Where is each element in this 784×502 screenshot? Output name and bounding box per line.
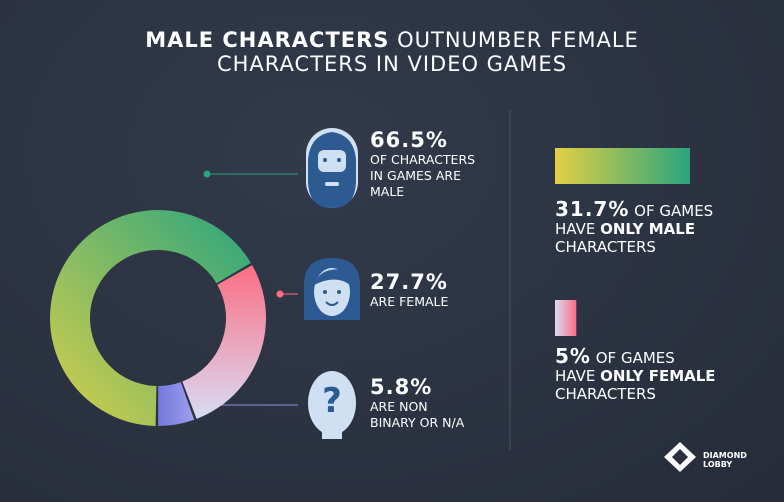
description-line: ARE FEMALE [370, 294, 449, 309]
note-line: 31.7% OF GAMES [555, 197, 714, 221]
title-rest: OUTNUMBER FEMALE [397, 28, 639, 52]
note-line: HAVE ONLY MALE [555, 220, 713, 238]
note-line: HAVE ONLY FEMALE [555, 367, 716, 385]
female-icon [304, 258, 360, 320]
title: MALE CHARACTERS OUTNUMBER FEMALE CHARACTE… [0, 28, 784, 76]
bar [555, 148, 691, 184]
segment-description: ARE NON BINARY OR N/A [370, 399, 464, 431]
description-line: ARE NON [370, 399, 428, 414]
value-label: 31.7% [555, 197, 630, 221]
donut-segment [158, 382, 195, 426]
note-bold: ONLY FEMALE [600, 367, 716, 385]
segment-description: OF CHARACTERS IN GAMES ARE MALE [370, 152, 475, 200]
description-line: OF CHARACTERS [370, 152, 476, 167]
segment-description: ARE FEMALE [370, 294, 448, 310]
logo-mark [664, 442, 696, 472]
logo: DIAMOND LOBBY [703, 451, 747, 469]
bar-note: 5% OF GAMES HAVE ONLY FEMALE CHARACTERS [555, 344, 716, 403]
note-text: HAVE [555, 367, 596, 385]
description-line: BINARY OR N/A [370, 415, 465, 430]
note-bold: ONLY MALE [600, 220, 696, 238]
value-label: 5% [555, 344, 591, 368]
callout-dot [203, 170, 211, 178]
logo-line: DIAMOND [703, 451, 747, 460]
value-label: 5.8% [370, 375, 433, 399]
bar [555, 300, 577, 336]
note-text: OF GAMES [634, 202, 714, 220]
male-icon [306, 128, 358, 208]
bar-note: 31.7% OF GAMES HAVE ONLY MALE CHARACTERS [555, 197, 714, 256]
note-line: 5% OF GAMES [555, 344, 716, 368]
donut-segment [50, 209, 251, 426]
note-text: CHARACTERS [555, 385, 656, 403]
svg-text:?: ? [322, 381, 342, 421]
unknown-icon: ? [308, 371, 356, 439]
note-text: CHARACTERS [555, 238, 656, 256]
description-line: IN GAMES ARE [370, 168, 461, 183]
value-label: 66.5% [370, 128, 448, 152]
logo-line: LOBBY [703, 460, 733, 469]
value-label: 27.7% [370, 270, 448, 294]
title-line2: CHARACTERS IN VIDEO GAMES [216, 52, 568, 76]
segment-label: 5.8% ARE NON BINARY OR N/A [370, 375, 464, 431]
callout-dot [276, 290, 284, 298]
description-line: MALE [370, 184, 405, 199]
note-text: HAVE [555, 220, 596, 238]
note-text: OF GAMES [595, 349, 675, 367]
segment-label: 27.7% ARE FEMALE [370, 270, 448, 310]
segment-label: 66.5% OF CHARACTERS IN GAMES ARE MALE [370, 128, 475, 200]
title-bold: MALE CHARACTERS [145, 28, 390, 52]
donut-segment [182, 265, 266, 419]
